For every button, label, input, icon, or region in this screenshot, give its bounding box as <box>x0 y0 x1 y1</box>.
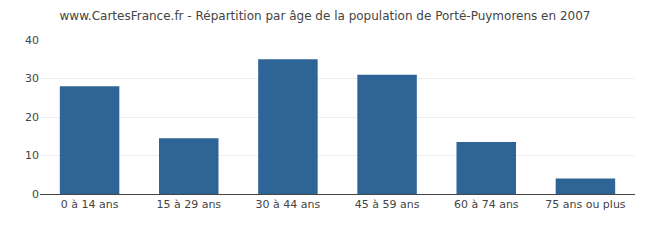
svg-text:30 à 44 ans: 30 à 44 ans <box>256 198 321 211</box>
svg-text:75 ans ou plus: 75 ans ou plus <box>545 198 626 211</box>
svg-text:60 à 74 ans: 60 à 74 ans <box>454 198 519 211</box>
svg-text:0 à 14 ans: 0 à 14 ans <box>61 198 119 211</box>
svg-text:40: 40 <box>25 34 39 47</box>
svg-text:15 à 29 ans: 15 à 29 ans <box>156 198 221 211</box>
svg-text:45 à 59 ans: 45 à 59 ans <box>355 198 420 211</box>
svg-text:30: 30 <box>25 72 39 85</box>
svg-text:10: 10 <box>25 149 39 162</box>
svg-text:20: 20 <box>25 111 39 124</box>
svg-text:0: 0 <box>32 188 39 201</box>
svg-text:www.CartesFrance.fr - Répartit: www.CartesFrance.fr - Répartition par âg… <box>60 9 591 23</box>
